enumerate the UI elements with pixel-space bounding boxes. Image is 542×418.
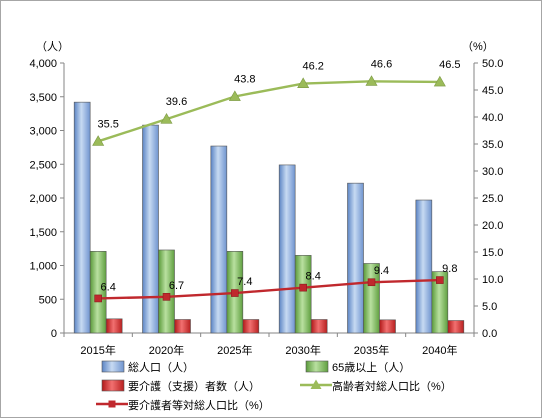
y-right-tick-label: 15.0 xyxy=(482,247,503,259)
bar xyxy=(210,145,228,334)
x-tick-label: 2015年 xyxy=(80,343,115,357)
data-label: 6.7 xyxy=(169,280,184,292)
x-tick-label: 2035年 xyxy=(354,343,389,357)
legend-label: 総人口（人） xyxy=(128,360,194,374)
legend-marker xyxy=(310,379,322,389)
x-tick-label: 2030年 xyxy=(285,343,320,357)
line-point xyxy=(299,283,307,292)
y-left-tick-label: 3,000 xyxy=(29,126,57,138)
bar xyxy=(158,249,175,334)
bar xyxy=(174,319,191,334)
bar xyxy=(142,124,159,334)
data-label: 9.8 xyxy=(442,263,457,275)
data-label: 9.4 xyxy=(374,265,389,277)
x-tick-label: 2040年 xyxy=(422,343,457,357)
data-label: 46.2 xyxy=(302,61,323,73)
y-left-tick-label: 1,000 xyxy=(29,261,57,273)
x-tick-label: 2025年 xyxy=(217,343,252,357)
line-point xyxy=(367,278,376,287)
series-line xyxy=(98,278,440,300)
bar xyxy=(363,263,380,334)
data-label: 7.4 xyxy=(237,276,252,288)
y-right-tick-label: 10.0 xyxy=(482,274,503,286)
data-label: 43.8 xyxy=(234,73,255,85)
bar xyxy=(242,319,260,334)
line-point xyxy=(162,293,171,301)
y-left-tick-label: 1,500 xyxy=(29,227,57,239)
y-right-tick-label: 5.0 xyxy=(482,301,497,313)
bar xyxy=(415,199,433,334)
bar xyxy=(431,271,449,334)
y-right-unit-label: （%） xyxy=(462,40,494,53)
line-point xyxy=(228,90,241,101)
y-right-tick-label: 30.0 xyxy=(482,166,503,178)
y-left-tick-label: 4,000 xyxy=(29,58,57,70)
line-point xyxy=(94,294,102,303)
legend-label: 要介護（支援）者数（人） xyxy=(128,379,260,393)
line-point xyxy=(433,75,446,87)
y-left-tick-label: 0 xyxy=(51,328,57,340)
line-point xyxy=(160,113,173,124)
line-point xyxy=(297,77,310,88)
bar xyxy=(447,320,465,334)
line-point xyxy=(92,135,105,146)
data-label: 46.5 xyxy=(439,59,460,71)
y-right-tick-label: 50.0 xyxy=(482,58,503,70)
x-tick-label: 2020年 xyxy=(149,343,184,357)
y-left-tick-label: 500 xyxy=(39,294,57,306)
bar xyxy=(347,182,364,334)
series-line xyxy=(97,80,440,143)
line-point xyxy=(436,276,444,284)
data-label: 46.6 xyxy=(371,58,392,70)
legend-label: 65歳以上（人） xyxy=(332,361,410,374)
y-right-tick-label: 35.0 xyxy=(482,139,503,151)
legend-label: 要介護者等対総人口比（%） xyxy=(128,398,270,412)
bar xyxy=(379,319,396,334)
y-right-tick-label: 20.0 xyxy=(482,220,503,232)
y-right-tick-label: 0.0 xyxy=(482,328,497,340)
line-point xyxy=(231,289,239,297)
data-label: 39.6 xyxy=(166,96,187,108)
y-right-tick-label: 45.0 xyxy=(482,85,503,97)
bar xyxy=(294,255,312,334)
legend-label: 高齢者対総人口比（%） xyxy=(332,379,452,393)
bar xyxy=(73,101,91,334)
y-left-tick-label: 3,500 xyxy=(29,92,57,104)
y-left-tick-label: 2,000 xyxy=(29,193,57,205)
y-left-unit-label: （人） xyxy=(36,40,69,53)
bar xyxy=(105,318,123,334)
data-label: 6.4 xyxy=(101,281,116,293)
line-point xyxy=(365,75,378,86)
data-label: 8.4 xyxy=(306,271,321,283)
legend-marker xyxy=(108,400,116,408)
y-right-tick-label: 40.0 xyxy=(482,112,503,124)
legend-swatch xyxy=(305,360,329,373)
bar xyxy=(278,164,296,334)
data-label: 35.5 xyxy=(97,118,118,130)
y-right-tick-label: 25.0 xyxy=(482,193,503,205)
bar xyxy=(89,251,107,334)
legend-swatch xyxy=(101,379,125,392)
y-left-tick-label: 2,500 xyxy=(29,159,57,171)
bar xyxy=(310,319,328,334)
legend-swatch xyxy=(101,360,125,373)
